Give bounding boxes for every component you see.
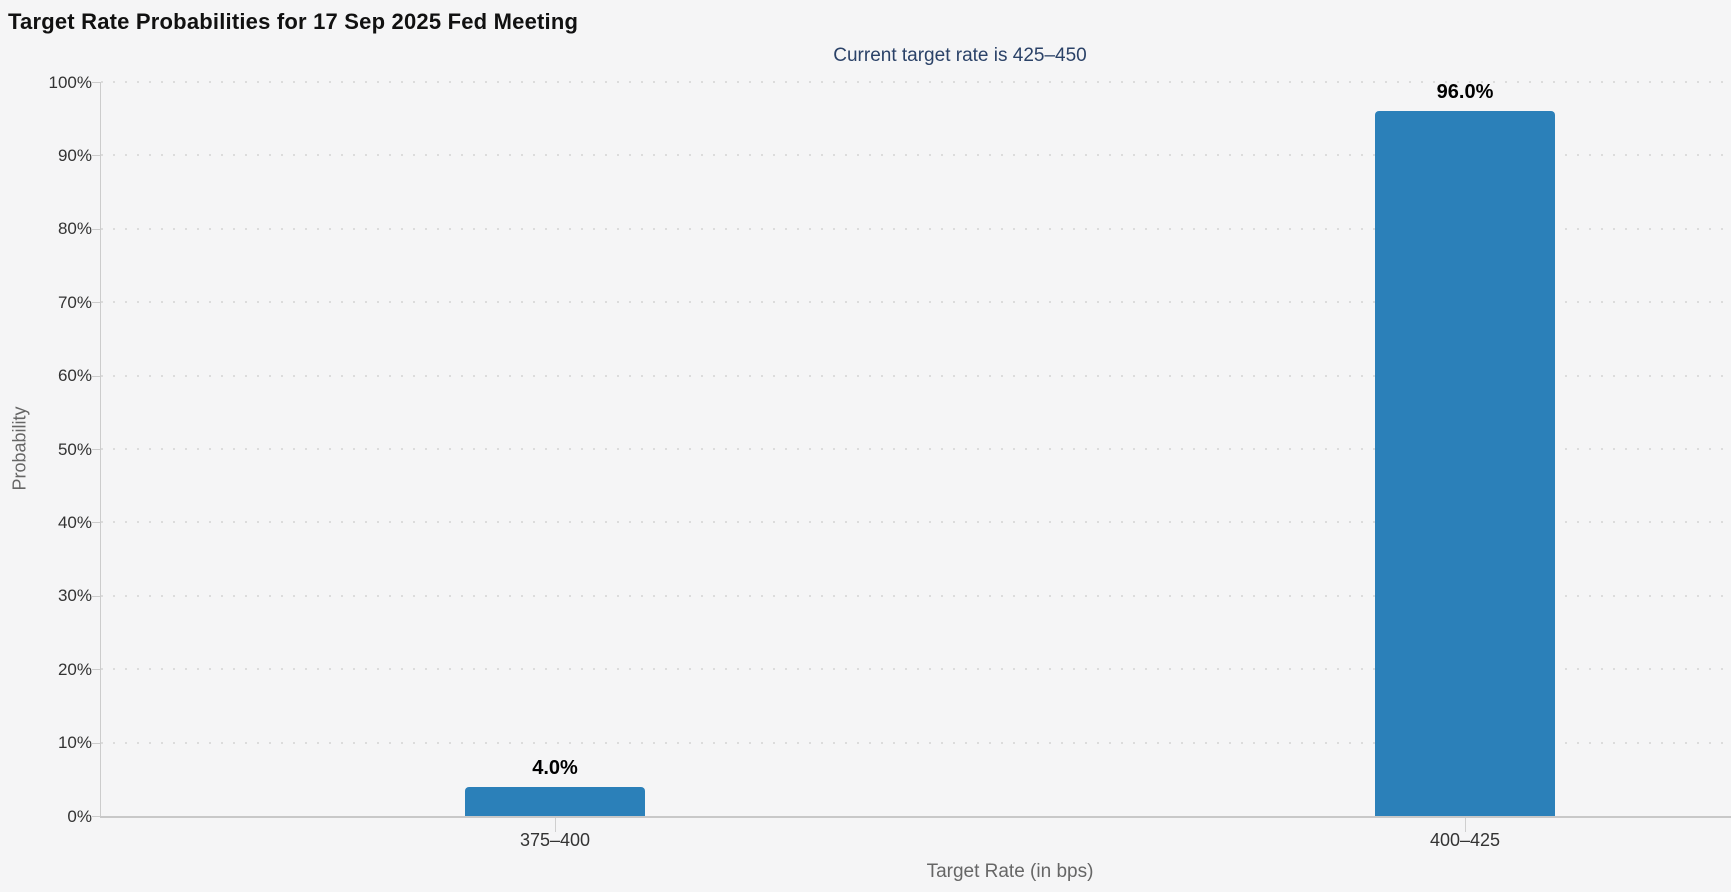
gridline <box>101 521 1731 524</box>
gridline <box>101 374 1731 377</box>
bar-375-400[interactable] <box>465 786 645 816</box>
y-tick-mark <box>92 155 100 157</box>
y-tick-mark <box>92 82 100 83</box>
gridline <box>101 227 1731 230</box>
x-category-label: 375–400 <box>519 830 591 850</box>
y-tick-label: 50% <box>57 439 92 459</box>
y-tick-mark <box>92 742 100 744</box>
chart-title: Target Rate Probabilities for 17 Sep 202… <box>8 9 579 34</box>
x-axis-line <box>100 816 1731 818</box>
y-tick-mark <box>92 595 100 597</box>
y-tick-label: 40% <box>57 512 92 532</box>
y-tick-mark <box>92 302 100 304</box>
y-tick-mark <box>92 375 100 377</box>
y-tick-mark <box>92 669 100 671</box>
y-tick-mark <box>92 228 100 230</box>
y-tick-mark <box>92 816 100 817</box>
y-tick-label: 10% <box>57 733 92 753</box>
y-tick-label: 80% <box>57 219 92 239</box>
x-axis-title: Target Rate (in bps) <box>926 861 1094 882</box>
y-tick-label: 100% <box>48 72 92 92</box>
y-tick-label: 0% <box>67 806 92 826</box>
y-tick-label: 70% <box>57 292 92 312</box>
y-tick-label: 90% <box>57 145 92 165</box>
gridline <box>101 154 1731 157</box>
x-tick-mark <box>555 818 556 832</box>
y-tick-label: 30% <box>57 586 92 606</box>
y-tick-label: 60% <box>57 366 92 386</box>
gridline <box>101 81 1731 83</box>
gridline <box>101 301 1731 304</box>
y-axis-line <box>100 82 101 816</box>
y-axis-title: Probability <box>9 406 30 491</box>
bar-value-label: 96.0% <box>1436 81 1494 104</box>
x-tick-mark <box>1465 818 1466 832</box>
gridline <box>101 668 1731 671</box>
gridline <box>101 741 1731 744</box>
bar-400-425[interactable] <box>1375 111 1555 816</box>
y-tick-mark <box>92 522 100 524</box>
x-category-label: 400–425 <box>1429 830 1501 850</box>
chart-subtitle: Current target rate is 425–450 <box>833 45 1087 66</box>
bar-value-label: 4.0% <box>532 756 578 779</box>
gridline <box>101 448 1731 450</box>
y-tick-label: 20% <box>57 659 92 679</box>
y-tick-mark <box>92 449 100 450</box>
gridline <box>101 594 1731 597</box>
